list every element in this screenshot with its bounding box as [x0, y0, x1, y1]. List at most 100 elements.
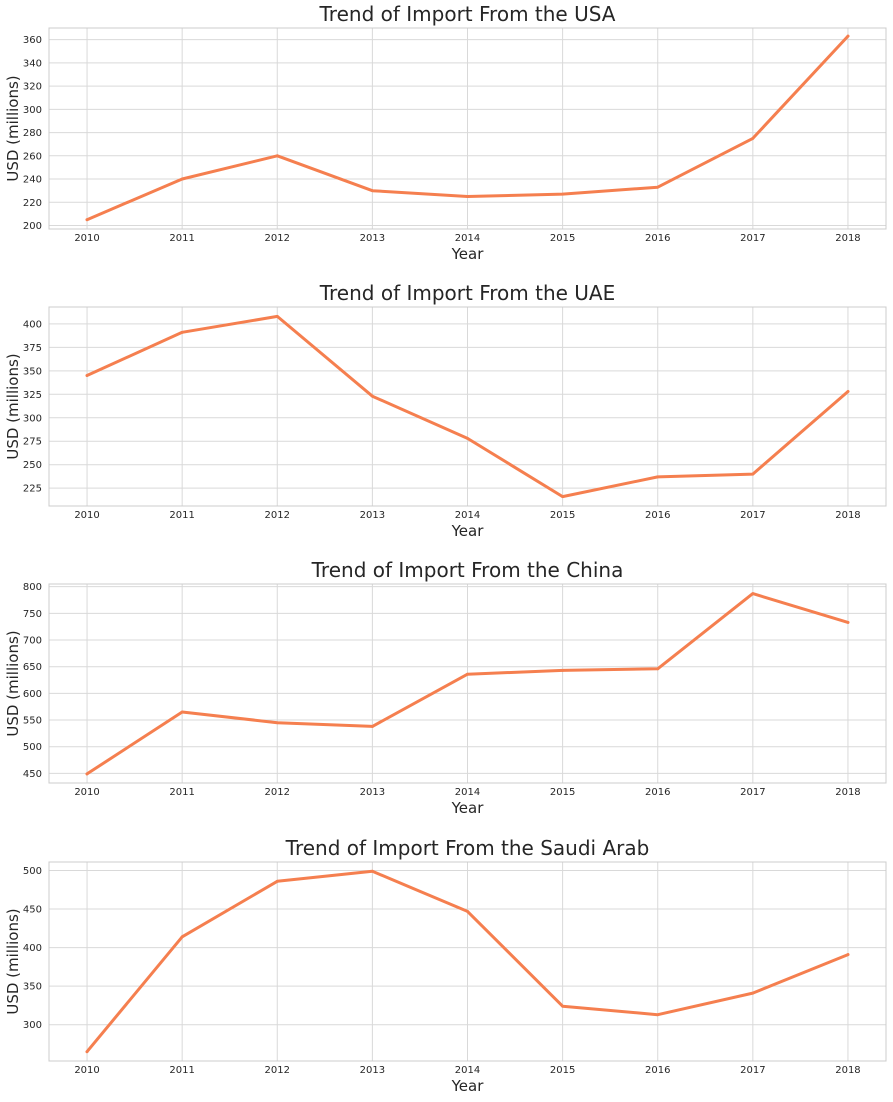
- x-tick-label: 2018: [835, 510, 860, 521]
- x-tick-label: 2010: [74, 1065, 99, 1076]
- x-tick-label: 2014: [455, 510, 480, 521]
- y-tick-label: 500: [23, 866, 42, 877]
- data-point: [275, 314, 279, 318]
- x-tick-label: 2011: [169, 787, 194, 798]
- data-point: [370, 394, 374, 398]
- data-point: [180, 330, 184, 334]
- plot-frame: [48, 306, 887, 507]
- data-point: [466, 672, 469, 676]
- data-point: [180, 177, 184, 181]
- y-tick-label: 800: [23, 582, 42, 593]
- chart-4: 2010 2011 2012 2013 2014 2015 2016 2017 2018 300 3…: [4, 836, 887, 1095]
- x-tick-label: 2011: [169, 510, 194, 521]
- y-tick-label: 325: [23, 390, 42, 401]
- data-point: [751, 136, 755, 140]
- y-axis-label: USD (millions): [4, 75, 22, 181]
- data-point: [846, 953, 850, 956]
- data-point: [561, 1004, 565, 1008]
- y-tick-label: 400: [23, 319, 42, 330]
- data-point: [656, 475, 660, 479]
- data-point: [656, 667, 660, 671]
- data-point: [85, 374, 89, 377]
- y-tick-label: 375: [23, 343, 42, 354]
- y-tick-label: 350: [23, 982, 42, 993]
- chart-title: Trend of Import From the China: [311, 558, 624, 582]
- x-axis-label: Year: [451, 522, 485, 540]
- y-tick-label: 260: [23, 151, 42, 162]
- x-axis-label: Year: [451, 1077, 485, 1095]
- y-tick-label: 500: [23, 742, 42, 753]
- y-tick-label: 225: [23, 484, 42, 495]
- x-tick-label: 2018: [835, 787, 860, 798]
- x-tick-label: 2012: [265, 510, 290, 521]
- y-tick-label: 650: [23, 662, 42, 673]
- y-tick-label: 700: [23, 636, 42, 647]
- x-tick-label: 2015: [550, 510, 575, 521]
- y-tick-label: 275: [23, 437, 42, 448]
- x-tick-label: 2017: [740, 233, 765, 244]
- x-tick-label: 2011: [169, 1065, 194, 1076]
- x-tick-label: 2014: [455, 1065, 480, 1076]
- data-point: [846, 34, 850, 38]
- x-tick-label: 2013: [360, 233, 385, 244]
- x-tick-label: 2014: [455, 787, 480, 798]
- data-point: [275, 721, 279, 725]
- y-tick-label: 450: [23, 769, 42, 780]
- x-tick-label: 2016: [645, 1065, 670, 1076]
- y-tick-label: 340: [23, 58, 42, 69]
- x-tick-label: 2012: [265, 787, 290, 798]
- data-point: [751, 592, 755, 596]
- chart-title: Trend of Import From the Saudi Arab: [285, 836, 650, 860]
- data-point: [85, 772, 89, 776]
- chart-2: 2010 2011 2012 2013 2014 2015 2016 2017 2018 225 2…: [4, 281, 887, 540]
- data-point: [656, 1013, 660, 1017]
- data-point: [846, 390, 850, 393]
- y-tick-label: 360: [23, 35, 42, 46]
- data-point: [466, 909, 469, 913]
- x-tick-label: 2010: [74, 233, 99, 244]
- x-tick-label: 2015: [550, 787, 575, 798]
- x-tick-label: 2016: [645, 787, 670, 798]
- plot-frame: [48, 861, 887, 1062]
- data-point: [466, 195, 469, 198]
- y-tick-label: 550: [23, 716, 42, 727]
- y-tick-label: 450: [23, 905, 42, 916]
- y-tick-label: 320: [23, 82, 42, 93]
- chart-title: Trend of Import From the USA: [319, 2, 616, 26]
- plot-frame: [48, 27, 887, 230]
- x-tick-label: 2014: [455, 233, 480, 244]
- x-tick-label: 2013: [360, 787, 385, 798]
- x-tick-label: 2017: [740, 787, 765, 798]
- x-tick-label: 2010: [74, 510, 99, 521]
- data-point: [275, 879, 279, 883]
- x-axis-label: Year: [451, 245, 485, 263]
- data-point: [370, 869, 374, 873]
- x-tick-label: 2018: [835, 233, 860, 244]
- data-point: [180, 935, 184, 939]
- y-tick-label: 280: [23, 128, 42, 139]
- y-axis-label: USD (millions): [4, 630, 22, 736]
- x-tick-label: 2013: [360, 1065, 385, 1076]
- data-point: [85, 218, 89, 222]
- y-tick-label: 350: [23, 366, 42, 377]
- x-tick-label: 2016: [645, 233, 670, 244]
- chart-title: Trend of Import From the UAE: [319, 281, 616, 305]
- y-tick-label: 600: [23, 689, 42, 700]
- data-point: [561, 669, 565, 672]
- x-tick-label: 2013: [360, 510, 385, 521]
- plot-frame: [48, 583, 887, 784]
- y-tick-label: 400: [23, 943, 42, 954]
- x-tick-label: 2010: [74, 787, 99, 798]
- chart-1: 2010 2011 2012 2013 2014 2015 2016 2017 2018 200 2…: [4, 2, 887, 263]
- x-tick-label: 2017: [740, 510, 765, 521]
- data-point: [561, 192, 565, 196]
- x-axis-label: Year: [451, 799, 485, 817]
- data-point: [370, 189, 374, 193]
- x-tick-label: 2017: [740, 1065, 765, 1076]
- data-point: [656, 185, 660, 189]
- y-tick-label: 300: [23, 1020, 42, 1031]
- data-point: [846, 621, 850, 624]
- data-point: [466, 437, 469, 440]
- data-point: [751, 472, 755, 476]
